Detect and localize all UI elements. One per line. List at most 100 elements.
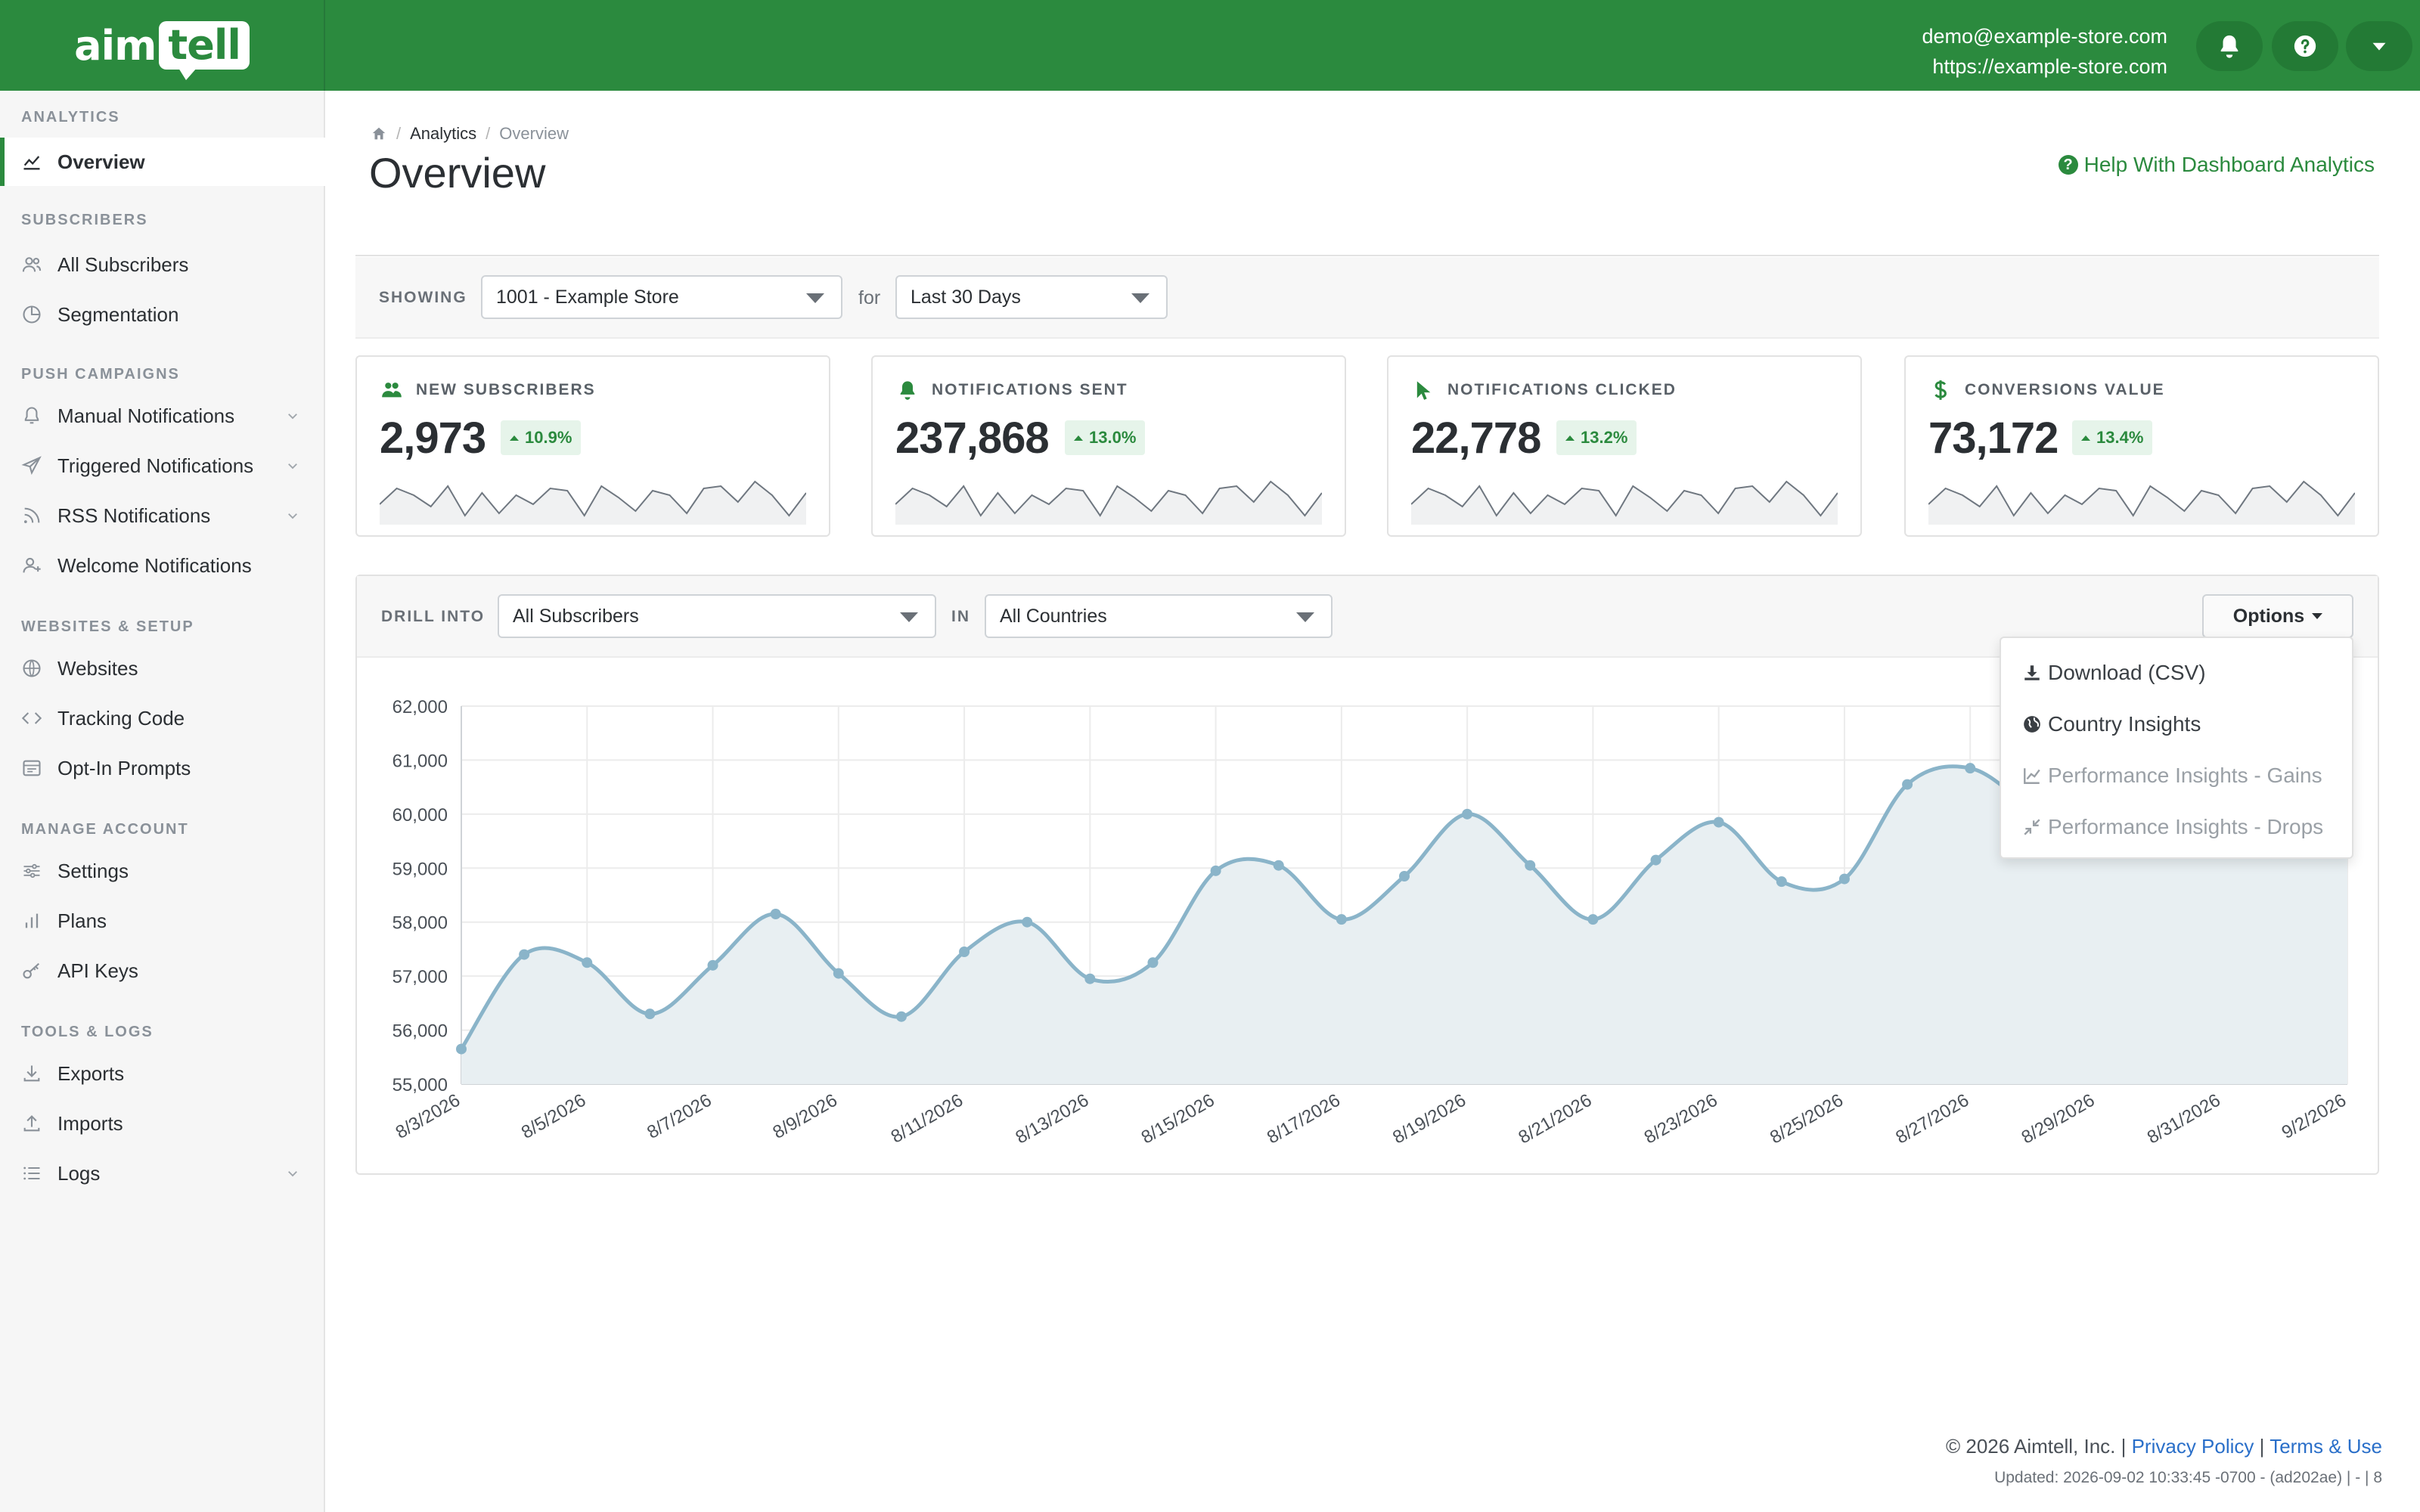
x-tick-label: 8/25/2026 (1767, 1090, 1847, 1148)
caret-down-icon (1296, 612, 1314, 622)
sidebar-item-segmentation[interactable]: Segmentation (0, 290, 325, 339)
caret-down-icon (1131, 293, 1150, 303)
chevron-down-icon[interactable] (286, 509, 299, 522)
help-dashboard-link[interactable]: ? Help With Dashboard Analytics (2058, 153, 2375, 177)
data-point[interactable] (1776, 876, 1787, 888)
sidebar-item-plans[interactable]: Plans (0, 897, 325, 945)
globe-icon (2024, 716, 2040, 733)
aimtell-logo[interactable]: aim tell (74, 21, 250, 80)
data-point[interactable] (1147, 957, 1159, 968)
help-button[interactable] (2272, 21, 2338, 71)
data-point[interactable] (1399, 871, 1410, 881)
site-select[interactable]: 1001 - Example Store (481, 275, 842, 319)
stat-label-text: CONVERSIONS VALUE (1965, 381, 2165, 398)
sidebar-item-logs[interactable]: Logs (0, 1149, 325, 1198)
chevron-down-icon[interactable] (286, 1167, 299, 1180)
caret-down-icon (2372, 42, 2386, 51)
country-select[interactable]: All Countries (985, 594, 1333, 638)
menu-item-label: Download (CSV) (2048, 661, 2206, 684)
home-icon[interactable] (371, 125, 387, 142)
data-point[interactable] (1022, 916, 1033, 928)
data-point[interactable] (1525, 860, 1536, 871)
data-point[interactable] (959, 947, 970, 957)
stat-change-text: 10.9% (525, 428, 572, 447)
data-point[interactable] (1336, 914, 1347, 925)
data-point[interactable] (644, 1009, 656, 1020)
footer-separator: | (2259, 1435, 2265, 1458)
stat-label: NEW SUBSCRIBERS (381, 380, 596, 401)
stat-card-new-subscribers: NEW SUBSCRIBERS 2,973 10.9% (355, 355, 830, 537)
data-point[interactable] (707, 959, 718, 971)
sidebar-item-opt-in-prompts[interactable]: Opt-In Prompts (0, 744, 325, 792)
data-point[interactable] (1902, 779, 1913, 790)
y-tick-label: 61,000 (392, 751, 448, 771)
sliders-icon (21, 860, 42, 881)
chevron-down-icon[interactable] (286, 459, 299, 472)
sidebar-item-overview[interactable]: Overview (0, 138, 325, 186)
stat-change-badge: 13.2% (1556, 420, 1637, 455)
account-info[interactable]: demo@example-store.com https://example-s… (1922, 21, 2167, 82)
data-point[interactable] (770, 909, 781, 919)
menu-item-country-insights[interactable]: Country Insights (2022, 709, 2201, 739)
x-tick-label: 8/21/2026 (1515, 1090, 1595, 1148)
notifications-button[interactable] (2196, 21, 2263, 71)
sidebar-item-websites[interactable]: Websites (0, 644, 325, 692)
caret-down-icon (2312, 613, 2323, 619)
breadcrumb-analytics[interactable]: Analytics (410, 124, 477, 143)
x-tick-label: 8/13/2026 (1012, 1090, 1092, 1148)
arrow-up-icon (1565, 435, 1575, 441)
data-point[interactable] (456, 1043, 467, 1055)
stat-change-text: 13.0% (1089, 428, 1137, 447)
arrow-up-icon (1074, 435, 1083, 441)
sidebar-item-api-keys[interactable]: API Keys (0, 947, 325, 995)
menu-item-performance-drops[interactable]: Performance Insights - Drops (2022, 812, 2323, 842)
compress-icon (2024, 819, 2040, 835)
data-point[interactable] (519, 949, 530, 960)
sidebar-item-rss-notifications[interactable]: RSS Notifications (0, 491, 325, 540)
data-point[interactable] (895, 1011, 907, 1022)
x-tick-label: 8/31/2026 (2144, 1090, 2224, 1148)
sidebar-item-triggered-notifications[interactable]: Triggered Notifications (0, 442, 325, 490)
chevron-down-icon[interactable] (286, 409, 299, 423)
drill-subject-select[interactable]: All Subscribers (498, 594, 936, 638)
stat-value: 2,973 (380, 414, 486, 463)
subscribers-line-chart: 55,000 56,000 57,000 58,000 59,000 60,000 61,0… (392, 697, 2353, 1148)
sidebar-section-tools-logs: TOOLS & LOGS (21, 1024, 154, 1040)
sidebar-item-manual-notifications[interactable]: Manual Notifications (0, 392, 325, 440)
stat-label-text: NEW SUBSCRIBERS (416, 381, 596, 398)
data-point[interactable] (582, 957, 593, 968)
data-point[interactable] (1650, 854, 1661, 866)
data-point[interactable] (1273, 860, 1284, 871)
sparkline-line (380, 480, 806, 517)
account-menu-button[interactable] (2346, 21, 2412, 71)
privacy-policy-link[interactable]: Privacy Policy (2131, 1435, 2254, 1458)
sidebar-item-all-subscribers[interactable]: All Subscribers (0, 240, 325, 289)
sidebar-item-imports[interactable]: Imports (0, 1099, 325, 1148)
menu-item-performance-gains[interactable]: Performance Insights - Gains (2022, 761, 2322, 791)
stat-label-text: NOTIFICATIONS CLICKED (1447, 381, 1677, 398)
options-dropdown-menu: Download (CSV) Country Insights Performa… (2000, 637, 2353, 859)
data-point[interactable] (833, 968, 844, 979)
date-range-select[interactable]: Last 30 Days (895, 275, 1168, 319)
data-point[interactable] (1084, 973, 1096, 984)
menu-item-download-csv[interactable]: Download (CSV) (2022, 658, 2206, 688)
for-label: for (858, 287, 881, 308)
data-point[interactable] (1713, 816, 1724, 828)
sidebar-item-settings[interactable]: Settings (0, 847, 325, 895)
terms-of-use-link[interactable]: Terms & Use (2270, 1435, 2382, 1458)
sidebar-item-exports[interactable]: Exports (0, 1049, 325, 1098)
data-point[interactable] (1462, 808, 1473, 820)
sparkline (1928, 480, 2355, 525)
sidebar-item-tracking-code[interactable]: Tracking Code (0, 694, 325, 742)
data-point[interactable] (1587, 914, 1599, 925)
stat-label: NOTIFICATIONS CLICKED (1413, 380, 1677, 401)
x-tick-label: 8/7/2026 (644, 1090, 715, 1143)
data-point[interactable] (1210, 865, 1221, 876)
logo-area[interactable]: aim tell (0, 0, 325, 91)
data-point[interactable] (1838, 873, 1850, 885)
sidebar-item-welcome-notifications[interactable]: Welcome Notifications (0, 541, 325, 590)
account-site: https://example-store.com (1932, 55, 2167, 78)
data-point[interactable] (1965, 763, 1976, 774)
y-tick-label: 56,000 (392, 1021, 448, 1042)
sparkline (1411, 480, 1838, 525)
